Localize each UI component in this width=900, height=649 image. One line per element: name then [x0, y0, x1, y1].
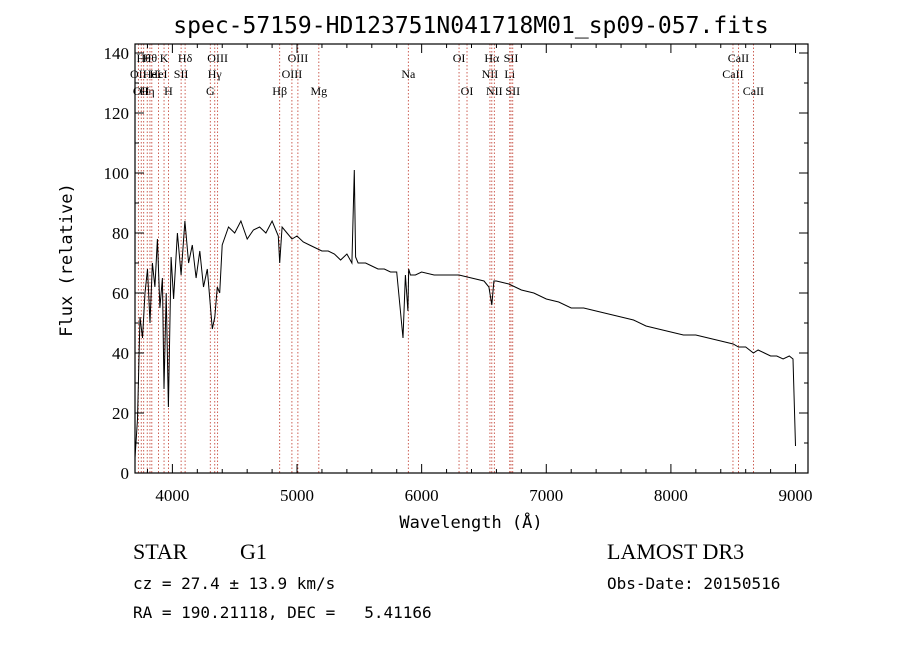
object-class: STAR: [133, 539, 188, 564]
marker-label: Hγ: [208, 67, 223, 81]
y-tick-label: 120: [104, 104, 130, 123]
spectrum-chart: spec-57159-HD123751N041718M01_sp09-057.f…: [57, 13, 813, 533]
marker-label: OI: [453, 51, 466, 65]
marker-label: Li: [504, 67, 515, 81]
marker-label: Hη: [140, 84, 155, 98]
marker-label: CaII: [743, 84, 764, 98]
x-tick-label: 6000: [405, 486, 439, 505]
marker-label: SII: [174, 67, 189, 81]
obs-date: Obs-Date: 20150516: [607, 574, 781, 593]
marker-label: OIII: [207, 51, 228, 65]
x-tick-label: 9000: [779, 486, 813, 505]
y-axis-title: Flux (relative): [57, 183, 77, 337]
y-axis-ticks: 0 20 40 60 80 100 120 140: [104, 44, 808, 483]
x-tick-label: 5000: [280, 486, 314, 505]
y-tick-label: 40: [112, 344, 129, 363]
y-tick-label: 140: [104, 44, 130, 63]
velocity-readout: cz = 27.4 ± 13.9 km/s: [133, 574, 336, 593]
marker-label: NII: [486, 84, 503, 98]
y-tick-label: 20: [112, 404, 129, 423]
marker-label: SII: [505, 84, 520, 98]
y-tick-label: 80: [112, 224, 129, 243]
marker-label: Hθ: [143, 51, 158, 65]
marker-label: HeI: [143, 67, 161, 81]
marker-label: Hβ: [272, 84, 287, 98]
marker-label: HeI: [150, 67, 168, 81]
x-tick-label: 4000: [155, 486, 189, 505]
line-markers: OIIOIIHθHηHθHeIHeIKHSIIHδGHγOIIIHβOIIIOI…: [130, 44, 764, 473]
marker-label: CaII: [722, 67, 743, 81]
marker-label: OII: [133, 84, 150, 98]
x-axis-title: Wavelength (Å): [399, 511, 542, 533]
marker-label: G: [206, 84, 215, 98]
marker-label: Hα: [484, 51, 500, 65]
marker-label: OI: [461, 84, 474, 98]
marker-label: Mg: [310, 84, 327, 98]
survey-name: LAMOST DR3: [607, 539, 745, 564]
chart-title: spec-57159-HD123751N041718M01_sp09-057.f…: [173, 13, 768, 39]
plot-frame: [134, 43, 809, 474]
marker-label: OII: [130, 67, 147, 81]
object-subclass: G1: [240, 539, 267, 564]
marker-label: K: [160, 51, 169, 65]
spectrum-line: [134, 169, 796, 459]
x-tick-label: 7000: [529, 486, 563, 505]
marker-label: OIII: [282, 67, 303, 81]
marker-label: NII: [482, 67, 499, 81]
x-tick-label: 8000: [654, 486, 688, 505]
marker-label: Hδ: [178, 51, 193, 65]
marker-label: H: [164, 84, 173, 98]
marker-label: CaII: [728, 51, 749, 65]
marker-label: Na: [401, 67, 416, 81]
marker-label: SII: [504, 51, 519, 65]
y-tick-label: 0: [121, 464, 130, 483]
y-tick-label: 60: [112, 284, 129, 303]
y-tick-label: 100: [104, 164, 130, 183]
coordinates-readout: RA = 190.21118, DEC = 5.41166: [133, 603, 432, 622]
marker-label: OIII: [288, 51, 309, 65]
x-axis-ticks: 4000 5000 6000 7000 8000 9000: [146, 44, 813, 505]
